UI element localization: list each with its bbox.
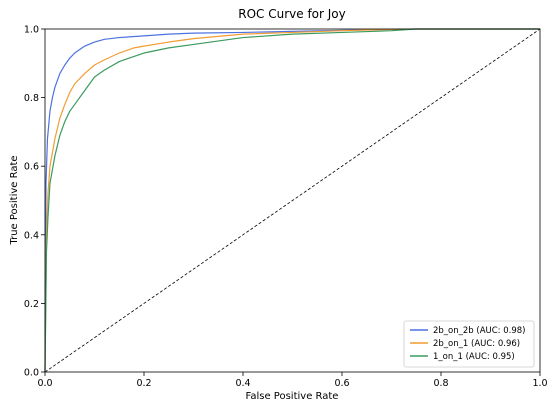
legend-label-2: 1_on_1 (AUC: 0.95) [433, 352, 515, 362]
chart-title: ROC Curve for Joy [238, 7, 346, 21]
x-tick-label: 0.8 [433, 378, 448, 389]
series-line-2 [44, 28, 540, 373]
x-tick-label: 0.0 [37, 378, 52, 389]
x-axis-label: False Positive Rate [246, 391, 339, 402]
legend-label-1: 2b_on_1 (AUC: 0.96) [433, 339, 520, 349]
x-tick-label: 1.0 [532, 378, 547, 389]
y-tick-label: 0.4 [24, 230, 39, 241]
x-tick-label: 0.6 [334, 378, 349, 389]
legend: 2b_on_2b (AUC: 0.98) 2b_on_1 (AUC: 0.96) 1… [403, 320, 535, 368]
y-tick-label: 0.8 [24, 93, 39, 104]
plot-frame [44, 28, 541, 373]
y-tick-label: 1.0 [24, 25, 39, 36]
y-tick-label: 0.0 [24, 368, 39, 379]
y-tick-label: 0.6 [24, 162, 39, 173]
x-tick-label: 0.2 [136, 378, 151, 389]
y-axis-label: True Positive Rate [9, 155, 20, 245]
x-tick-label: 0.4 [235, 378, 250, 389]
reference-diagonal-line [44, 28, 541, 373]
legend-label-0: 2b_on_2b (AUC: 0.98) [433, 326, 526, 336]
y-tick-label: 0.2 [24, 299, 39, 310]
series-line-1 [44, 28, 540, 373]
legend-box [403, 320, 535, 368]
